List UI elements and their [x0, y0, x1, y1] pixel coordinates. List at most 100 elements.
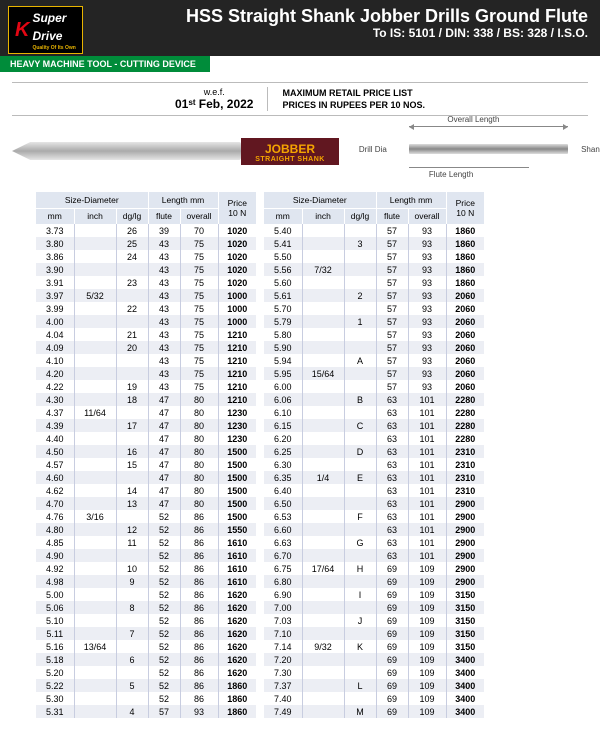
cell: 5.79	[264, 315, 302, 328]
cell: 18	[116, 393, 148, 406]
cell: 101	[408, 406, 446, 419]
cell: 47	[148, 406, 180, 419]
cell: 6.60	[264, 523, 302, 536]
cell: 101	[408, 432, 446, 445]
table-row: 3.912343751020	[36, 276, 256, 289]
cell	[74, 536, 116, 549]
cell	[302, 653, 344, 666]
cell: 6.35	[264, 471, 302, 484]
th-price: Price 10 N	[218, 192, 256, 224]
cell	[344, 627, 376, 640]
cell	[302, 458, 344, 471]
cell: 2060	[446, 289, 484, 302]
cell: 93	[408, 341, 446, 354]
cell: 3150	[446, 627, 484, 640]
cell	[344, 549, 376, 562]
cell	[302, 523, 344, 536]
wef-label: w.e.f.	[175, 87, 254, 97]
cell: 3150	[446, 640, 484, 653]
mrp-line2: PRICES IN RUPEES PER 10 NOS.	[282, 99, 425, 111]
th-overall: overall	[408, 208, 446, 224]
cell: 75	[180, 341, 218, 354]
cell: 1610	[218, 536, 256, 549]
cell: 1860	[446, 250, 484, 263]
cell: 109	[408, 588, 446, 601]
cell: F	[344, 510, 376, 523]
table-body-right: 5.40579318605.413579318605.50579318605.5…	[264, 224, 484, 718]
cell: 2310	[446, 458, 484, 471]
table-body-left: 3.7326397010203.8025437510203.8624437510…	[36, 224, 256, 718]
cell: 9/32	[302, 640, 344, 653]
cell: 43	[148, 276, 180, 289]
table-row: 6.7517/64H691092900	[264, 562, 484, 575]
table-row: 7.03J691093150	[264, 614, 484, 627]
cell: 19	[116, 380, 148, 393]
cell: 4.10	[36, 354, 74, 367]
table-row: 7.30691093400	[264, 666, 484, 679]
cell: 109	[408, 601, 446, 614]
cell: 57	[376, 263, 408, 276]
cell: 4.40	[36, 432, 74, 445]
cell	[302, 614, 344, 627]
cell: D	[344, 445, 376, 458]
table-row: 4.801252861550	[36, 523, 256, 536]
cell: 1210	[218, 328, 256, 341]
table-row: 4.851152861610	[36, 536, 256, 549]
cell: K	[344, 640, 376, 653]
cell: 101	[408, 458, 446, 471]
cell: 5.06	[36, 601, 74, 614]
cell: 2310	[446, 484, 484, 497]
cell: 2060	[446, 328, 484, 341]
cell: 57	[376, 276, 408, 289]
cell	[116, 354, 148, 367]
cell: 1620	[218, 627, 256, 640]
table-row: 5.4057931860	[264, 224, 484, 237]
cell	[344, 432, 376, 445]
cell: 86	[180, 614, 218, 627]
cell	[344, 523, 376, 536]
cell: 101	[408, 445, 446, 458]
cell: H	[344, 562, 376, 575]
cell	[302, 536, 344, 549]
cell: 14	[116, 484, 148, 497]
cell	[74, 419, 116, 432]
cell: 5.20	[36, 666, 74, 679]
cell: 3.73	[36, 224, 74, 237]
table-row: 5.41357931860	[264, 237, 484, 250]
cell: 1210	[218, 341, 256, 354]
cell	[344, 250, 376, 263]
tables-container: Size-Diameter Length mm Price 10 N mm in…	[0, 180, 600, 730]
table-row: 4.921052861610	[36, 562, 256, 575]
cell: 69	[376, 705, 408, 718]
cell: 3400	[446, 692, 484, 705]
cell: 93	[408, 302, 446, 315]
cell: 7.30	[264, 666, 302, 679]
cell: 101	[408, 510, 446, 523]
cell: 24	[116, 250, 148, 263]
cell: 3.90	[36, 263, 74, 276]
cell: 57	[376, 289, 408, 302]
th-price: Price 10 N	[446, 192, 484, 224]
cell: 80	[180, 484, 218, 497]
cell: 7.20	[264, 653, 302, 666]
cell	[74, 263, 116, 276]
cell: 69	[376, 575, 408, 588]
cell: 47	[148, 458, 180, 471]
cell: 80	[180, 393, 218, 406]
cell: 4.50	[36, 445, 74, 458]
cell	[344, 263, 376, 276]
cell: 5.10	[36, 614, 74, 627]
cell: 101	[408, 484, 446, 497]
cell: 6.75	[264, 562, 302, 575]
cell: 1230	[218, 406, 256, 419]
table-row: 7.149/32K691093150	[264, 640, 484, 653]
cell: J	[344, 614, 376, 627]
cell	[116, 640, 148, 653]
cell: 75	[180, 237, 218, 250]
cell: 69	[376, 601, 408, 614]
cell: B	[344, 393, 376, 406]
cell: 1020	[218, 276, 256, 289]
cell	[302, 315, 344, 328]
cell: 93	[408, 354, 446, 367]
table-row: 4.042143751210	[36, 328, 256, 341]
